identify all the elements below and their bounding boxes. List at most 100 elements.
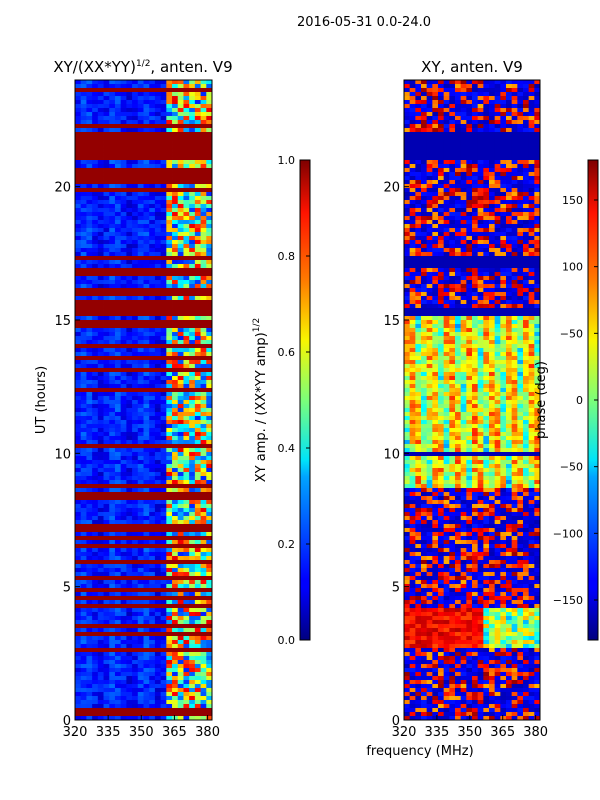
left-heatmap-cell bbox=[75, 440, 82, 445]
left-heatmap-cell bbox=[154, 440, 162, 445]
left-heatmap-cell bbox=[166, 580, 173, 585]
left-heatmap-cell bbox=[120, 324, 127, 329]
left-heatmap-cell bbox=[120, 460, 127, 465]
left-heatmap-cell bbox=[114, 672, 122, 677]
left-heatmap-cell bbox=[109, 600, 116, 605]
right-heatmap-cell bbox=[472, 216, 479, 221]
left-heatmap-cell bbox=[189, 412, 196, 417]
left-heatmap-cell bbox=[97, 104, 104, 109]
left-heatmap-cell bbox=[132, 636, 139, 641]
left-heatmap-cell bbox=[120, 536, 127, 541]
left-heatmap-cell bbox=[97, 580, 104, 585]
right-heatmap-cell bbox=[443, 116, 450, 121]
left-heatmap-cell bbox=[109, 712, 116, 717]
left-heatmap-cell bbox=[154, 216, 162, 221]
left-heatmap-cell bbox=[177, 488, 184, 493]
left-heatmap-cell bbox=[177, 636, 184, 641]
right-heatmap-cell bbox=[438, 160, 445, 165]
right-heatmap-cell bbox=[449, 204, 456, 209]
left-heatmap-cell bbox=[160, 488, 167, 493]
right-heatmap-cell bbox=[511, 140, 518, 145]
left-heatmap-cell bbox=[154, 80, 162, 85]
left-heatmap-cell bbox=[92, 548, 99, 553]
right-heatmap-cell bbox=[460, 176, 467, 181]
left-heatmap-cell bbox=[177, 292, 184, 297]
left-heatmap-cell bbox=[75, 208, 82, 213]
left-heatmap-cell bbox=[149, 660, 156, 665]
left-heatmap-cell bbox=[200, 480, 207, 485]
left-heatmap-cell bbox=[177, 516, 184, 521]
left-heatmap-cell bbox=[80, 596, 87, 601]
left-heatmap-cell bbox=[97, 688, 104, 693]
right-heatmap-cell bbox=[489, 136, 496, 141]
left-heatmap-cell bbox=[143, 192, 150, 197]
left-heatmap-cell bbox=[154, 612, 162, 617]
left-heatmap-cell bbox=[189, 304, 196, 309]
left-heatmap-cell bbox=[149, 488, 156, 493]
right-heatmap-cell bbox=[517, 208, 524, 213]
left-heatmap-cell bbox=[103, 416, 110, 421]
left-heatmap-cell bbox=[137, 608, 144, 613]
right-heatmap-cell bbox=[443, 96, 450, 101]
right-heatmap-cell bbox=[415, 264, 422, 269]
left-heatmap-cell bbox=[75, 380, 82, 385]
left-heatmap-cell bbox=[183, 272, 190, 277]
left-heatmap-cell bbox=[154, 684, 162, 689]
left-heatmap-cell bbox=[166, 652, 173, 657]
left-heatmap-cell bbox=[137, 540, 144, 545]
left-heatmap-cell bbox=[126, 140, 133, 145]
left-heatmap-cell bbox=[75, 152, 82, 157]
left-heatmap-cell bbox=[80, 680, 87, 685]
right-heatmap-cell bbox=[477, 252, 484, 257]
left-heatmap-cell bbox=[149, 376, 156, 381]
left-heatmap-cell bbox=[194, 612, 201, 617]
left-heatmap-cell bbox=[132, 308, 139, 313]
right-heatmap-cell bbox=[432, 204, 439, 209]
left-heatmap-cell bbox=[143, 388, 150, 393]
left-heatmap-cell bbox=[75, 604, 82, 609]
left-heatmap-cell bbox=[97, 252, 104, 257]
left-heatmap-cell bbox=[80, 144, 87, 149]
left-heatmap-cell bbox=[149, 136, 156, 141]
left-heatmap-cell bbox=[75, 204, 82, 209]
right-heatmap-cell bbox=[404, 248, 411, 253]
left-heatmap-cell bbox=[103, 548, 110, 553]
left-heatmap-cell bbox=[189, 232, 196, 237]
left-heatmap-cell bbox=[132, 696, 139, 701]
left-heatmap-cell bbox=[114, 612, 122, 617]
left-heatmap-cell bbox=[160, 452, 167, 457]
left-heatmap-cell bbox=[149, 712, 156, 717]
left-heatmap-cell bbox=[166, 160, 173, 165]
left-heatmap-cell bbox=[194, 496, 201, 501]
left-heatmap-cell bbox=[103, 344, 110, 349]
left-heatmap-cell bbox=[177, 428, 184, 433]
left-heatmap-cell bbox=[177, 352, 184, 357]
left-heatmap-cell bbox=[143, 472, 150, 477]
left-heatmap-cell bbox=[92, 368, 99, 373]
left-heatmap-cell bbox=[194, 244, 201, 249]
left-heatmap-cell bbox=[160, 676, 167, 681]
right-heatmap-cell bbox=[534, 124, 541, 129]
left-heatmap-cell bbox=[80, 372, 87, 377]
right-heatmap-cell bbox=[460, 112, 467, 117]
left-heatmap-cell bbox=[137, 404, 144, 409]
left-heatmap-cell bbox=[194, 692, 201, 697]
left-heatmap-cell bbox=[183, 456, 190, 461]
right-heatmap-cell bbox=[517, 220, 524, 225]
left-heatmap-cell bbox=[126, 428, 133, 433]
left-heatmap-cell bbox=[75, 644, 82, 649]
right-heatmap-cell bbox=[494, 92, 501, 97]
left-heatmap-cell bbox=[166, 268, 173, 273]
left-heatmap-cell bbox=[126, 536, 133, 541]
left-heatmap-cell bbox=[189, 168, 196, 173]
left-heatmap-cell bbox=[114, 388, 122, 393]
left-heatmap-cell bbox=[149, 96, 156, 101]
left-heatmap-cell bbox=[149, 552, 156, 557]
left-heatmap-cell bbox=[132, 260, 139, 265]
left-heatmap-cell bbox=[137, 256, 144, 261]
left-heatmap-cell bbox=[80, 356, 87, 361]
right-heatmap-cell bbox=[455, 116, 462, 121]
left-heatmap-cell bbox=[97, 632, 104, 637]
left-heatmap-cell bbox=[194, 696, 201, 701]
left-heatmap-cell bbox=[137, 652, 144, 657]
